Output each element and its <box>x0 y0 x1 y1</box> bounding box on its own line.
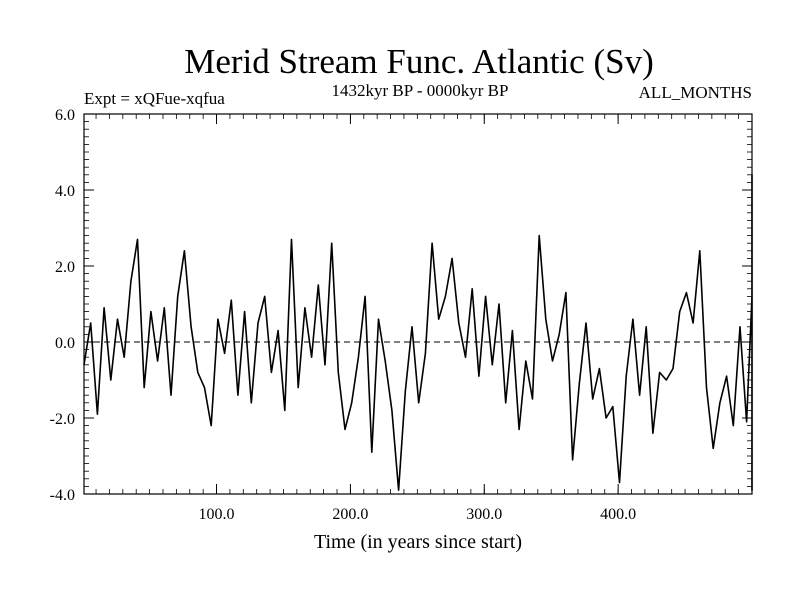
y-tick-label: -4.0 <box>50 487 75 504</box>
y-tick-label: 2.0 <box>55 259 75 276</box>
y-tick-label: 0.0 <box>55 335 75 352</box>
series-line <box>83 174 753 492</box>
experiment-label: Expt = xQFue-xqfua <box>84 89 225 108</box>
x-axis-label: Time (in years since start) <box>314 531 522 553</box>
y-tick-label: 6.0 <box>55 107 75 124</box>
x-tick-label: 400.0 <box>600 506 636 523</box>
y-tick-label: -2.0 <box>50 411 75 428</box>
time-range-label: 1432kyr BP - 0000kyr BP <box>332 81 509 100</box>
chart-title: Merid Stream Func. Atlantic (Sv) <box>184 42 654 81</box>
axes: -4.0 -2.0 0.0 2.0 4.0 6.0 100.0 200.0 300.0 400.0 <box>50 107 752 523</box>
months-label: ALL_MONTHS <box>639 83 752 102</box>
x-tick-label: 300.0 <box>466 506 502 523</box>
plot-frame <box>83 113 753 495</box>
x-tick-label: 200.0 <box>332 506 368 523</box>
x-tick-label: 100.0 <box>199 506 235 523</box>
y-tick-label: 4.0 <box>55 183 75 200</box>
